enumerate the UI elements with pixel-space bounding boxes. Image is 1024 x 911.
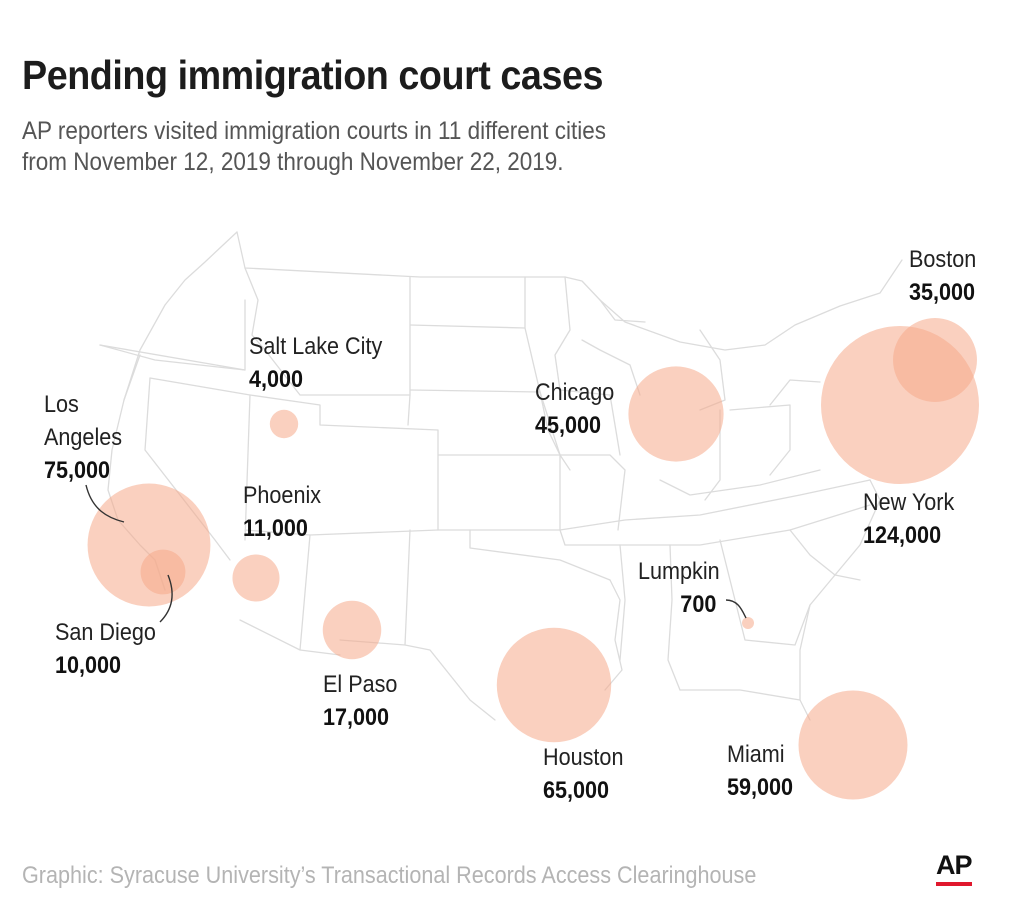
city-name-salt-lake-city: Salt Lake City [249,333,383,360]
state-line [99,299,246,371]
state-line [559,479,871,531]
bubble-layer [87,318,979,800]
map-title: Pending immigration court cases [22,52,604,98]
state-line [539,391,621,456]
state-line [407,276,411,426]
bubble-el-paso [322,600,382,660]
state-line [559,454,626,531]
state-borders [99,231,903,721]
city-name-boston: Boston [909,246,977,273]
city-name-chicago: Chicago [535,379,615,406]
case-count-phoenix: 11,000 [243,515,308,542]
bubble-houston [496,627,612,743]
state-line [581,339,641,396]
subtitle-line-1: AP reporters visited immigration courts … [22,117,607,145]
state-line [769,379,821,406]
leader-layer [85,484,747,623]
state-line [437,529,621,546]
state-line [729,404,791,476]
state-line [554,276,611,396]
label-san-diego: San Diego 10,000 [55,616,156,682]
state-line [799,479,881,721]
state-line [244,267,411,396]
case-count-chicago: 45,000 [535,412,602,439]
source-credit: Graphic: Syracuse University’s Transacti… [22,862,757,889]
bubble-lumpkin [742,617,754,629]
case-count-san-diego: 10,000 [55,652,122,679]
label-houston: Houston 65,000 [543,741,623,807]
state-line [659,469,821,496]
state-line [789,529,861,581]
state-line [667,544,681,691]
state-line [249,394,439,531]
state-line [404,644,496,721]
city-name-san-diego: San Diego [55,619,156,646]
label-el-paso: El Paso 17,000 [323,668,397,734]
state-line [239,534,341,656]
state-line [99,344,246,401]
state-line [679,689,801,701]
city-name-el-paso: El Paso [323,671,398,698]
canada-border [236,231,903,351]
label-phoenix: Phoenix 11,000 [243,479,321,545]
case-count-new-york: 124,000 [863,522,942,549]
label-chicago: Chicago 45,000 [535,376,614,442]
city-name-phoenix: Phoenix [243,482,322,509]
ap-logo-bar [936,882,972,886]
state-line [469,529,611,581]
map-subtitle: AP reporters visited immigration courts … [22,116,606,178]
case-count-houston: 65,000 [543,777,610,804]
label-new-york: New York 124,000 [863,486,954,552]
bubble-miami [798,690,908,800]
case-count-lumpkin: 700 [680,591,717,618]
state-line [619,544,626,661]
ap-logo-text: AP [936,850,973,880]
leader-lumpkin [725,599,747,619]
case-count-salt-lake-city: 4,000 [249,366,304,393]
city-name-houston: Houston [543,744,624,771]
case-count-boston: 35,000 [909,279,976,306]
bubble-chicago [628,366,724,462]
label-salt-lake-city: Salt Lake City 4,000 [249,330,382,396]
label-boston: Boston 35,000 [909,243,976,309]
leader-los-angeles [85,484,125,523]
subtitle-line-2: from November 12, 2019 through November … [22,148,564,176]
label-miami: Miami 59,000 [727,738,793,804]
city-name-lumpkin: Lumpkin [638,558,720,585]
state-line [719,539,811,646]
label-los-angeles: Los Angeles 75,000 [44,388,134,487]
state-line [619,504,871,546]
city-name-los-angeles: Los Angeles [44,391,123,451]
case-count-los-angeles: 75,000 [44,457,111,484]
bubble-salt-lake-city [269,409,299,439]
bubble-san-diego [140,549,186,595]
state-line [704,409,721,501]
city-name-new-york: New York [863,489,955,516]
ap-logo: AP [936,850,973,886]
bubble-boston [893,318,977,402]
state-line [604,579,623,691]
state-line [599,299,646,323]
case-count-miami: 59,000 [727,774,794,801]
city-name-miami: Miami [727,741,785,768]
bubble-phoenix [232,554,280,602]
label-lumpkin: Lumpkin 700 [638,555,720,621]
leader-san-diego [159,574,173,623]
case-count-el-paso: 17,000 [323,704,390,731]
